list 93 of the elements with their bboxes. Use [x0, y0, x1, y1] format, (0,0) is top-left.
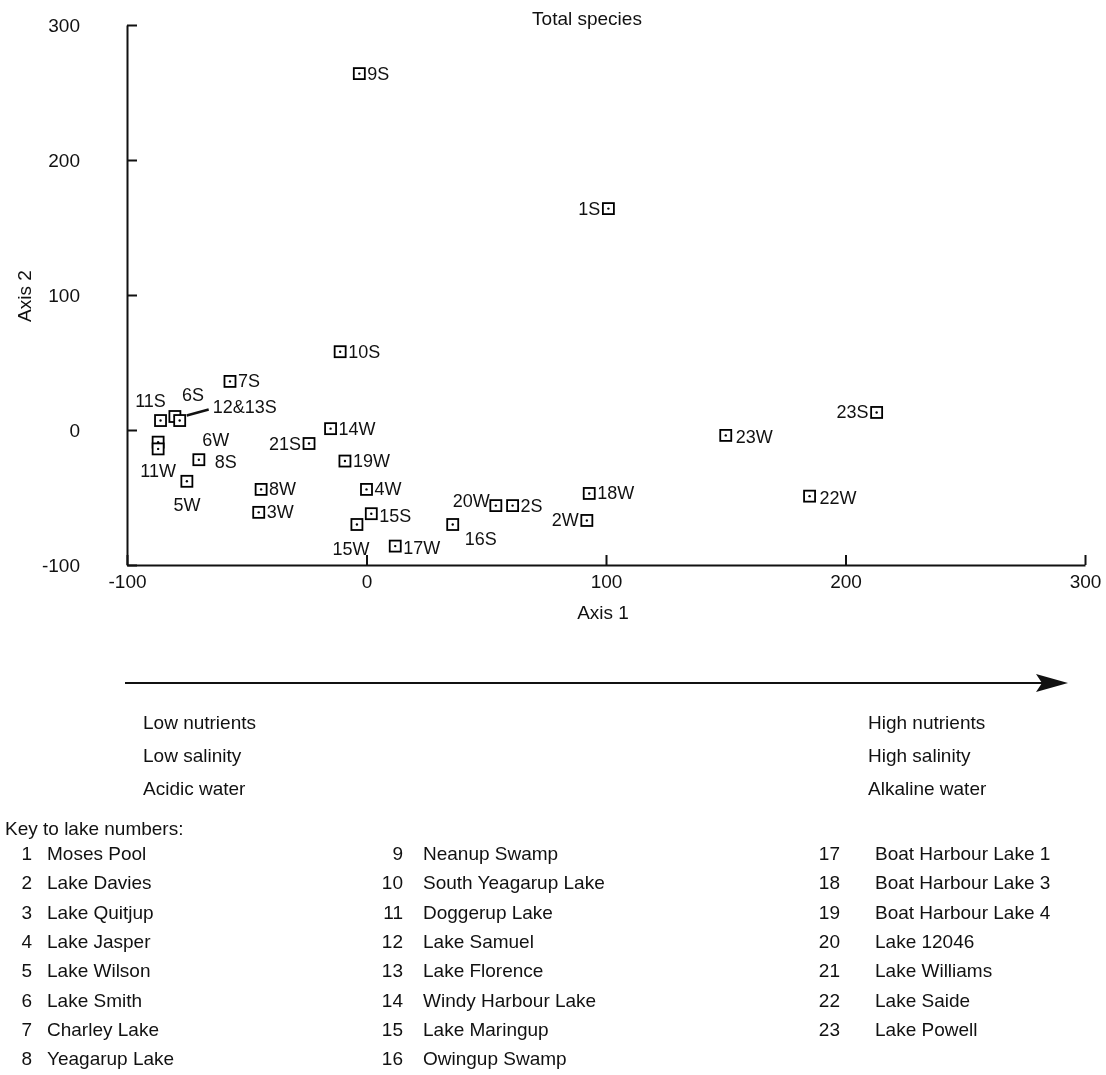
annotation: 3W [266, 502, 294, 523]
x-tick-label: 300 [1069, 571, 1102, 593]
text: High nutrients High salinity Alkaline water [868, 711, 987, 799]
text: 11 Doggerup Lake [383, 901, 553, 923]
text: 6 Lake Smith [21, 989, 143, 1010]
point [489, 499, 503, 512]
annotation: 14W [338, 418, 376, 439]
annotation: 23S [836, 402, 869, 423]
text: 21 Lake Williams [818, 959, 993, 981]
annotation: 16S [464, 528, 497, 549]
text: 3 Lake Quitjup [21, 901, 154, 923]
annotation: 2W [551, 510, 579, 531]
annotation: 10S [348, 341, 381, 362]
text: 13 Lake Florence [381, 959, 544, 981]
text: 20 Lake 12046 [818, 930, 975, 952]
text: Low nutrients Low salinity Acidic water [143, 711, 257, 799]
annotation: 20W [452, 490, 490, 511]
point [580, 514, 594, 527]
annotation: 7S [237, 371, 261, 392]
point [446, 518, 460, 531]
annotation: 23W [735, 427, 773, 448]
text: 18 Boat Harbour Lake 3 [818, 871, 1051, 893]
point [324, 422, 337, 436]
text: 4 Lake Jasper [21, 930, 152, 952]
annotation: 11W [140, 460, 176, 481]
text: 2 Lake Davies [21, 871, 152, 893]
text: 9 Neanup Swamp [392, 842, 559, 864]
point [870, 406, 884, 419]
annotation: 9S [367, 63, 390, 84]
point [180, 474, 194, 488]
point [192, 453, 206, 467]
annotation: 8W [269, 479, 297, 500]
text: 14 Windy Harbour Lake [381, 989, 597, 1010]
annotation: 15W [332, 538, 370, 559]
annotation: 6S [181, 384, 204, 405]
point [350, 518, 364, 531]
annotation: 8S [214, 451, 237, 472]
point [223, 375, 237, 388]
point [582, 487, 596, 500]
annotation: 2S [520, 495, 543, 516]
y-tick-label: 300 [48, 14, 80, 36]
text: 17 Boat Harbour Lake 1 [818, 842, 1051, 864]
x-tick-label: 0 [361, 571, 373, 593]
y-tick-label: -100 [41, 554, 80, 576]
annotation: 11S [135, 390, 166, 411]
point [602, 202, 615, 215]
x-tick-label: -100 [108, 571, 147, 593]
annotation: 4W [374, 479, 402, 500]
annotation: 18W [597, 483, 635, 504]
point [719, 429, 733, 442]
annotation: 5W [173, 495, 201, 516]
y-axis-title: Axis 2 [13, 270, 35, 322]
text: 15 Lake Maringup [381, 1018, 549, 1040]
point [151, 442, 165, 456]
text: 5 Lake Wilson [21, 959, 151, 981]
annotation: 22W [819, 488, 857, 509]
y-tick-label: 200 [48, 149, 80, 171]
point [388, 539, 402, 553]
y-tick-label: 100 [48, 284, 80, 306]
text: Key to lake numbers: [5, 817, 184, 839]
point [173, 414, 187, 427]
point [352, 67, 366, 80]
annotation: 15S [379, 505, 412, 526]
annotation: 6W [202, 430, 230, 451]
point [364, 507, 378, 521]
text: 10 South Yeagarup Lake [381, 871, 605, 893]
point [252, 505, 266, 519]
chart-title: Total species [532, 7, 642, 29]
text: 16 Owingup Swamp [381, 1047, 567, 1069]
point [333, 345, 347, 359]
x-axis-title: Axis 1 [577, 601, 629, 623]
x-tick-label: 100 [590, 571, 623, 593]
point [360, 483, 373, 496]
point [506, 499, 519, 512]
text: 8 Yeagarup Lake [21, 1047, 175, 1069]
annotation: 21S [268, 433, 302, 454]
annotation: 17W [403, 538, 441, 559]
annotation: 19W [352, 451, 390, 472]
point [254, 483, 268, 496]
annotation: 1S [578, 198, 601, 219]
y-tick-label: 0 [69, 419, 80, 441]
x-tick-label: 200 [830, 571, 862, 593]
text: 12 Lake Samuel [381, 930, 534, 952]
text: 7 Charley Lake [21, 1018, 159, 1040]
text: 22 Lake Saide [818, 989, 971, 1010]
point [338, 454, 352, 468]
annotation: 12&13S [212, 396, 277, 417]
text: 23 Lake Powell [818, 1018, 978, 1040]
point [302, 437, 316, 450]
text: 19 Boat Harbour Lake 4 [818, 901, 1051, 923]
point [803, 489, 816, 503]
text: 1 Moses Pool [21, 842, 147, 864]
point [154, 414, 167, 427]
